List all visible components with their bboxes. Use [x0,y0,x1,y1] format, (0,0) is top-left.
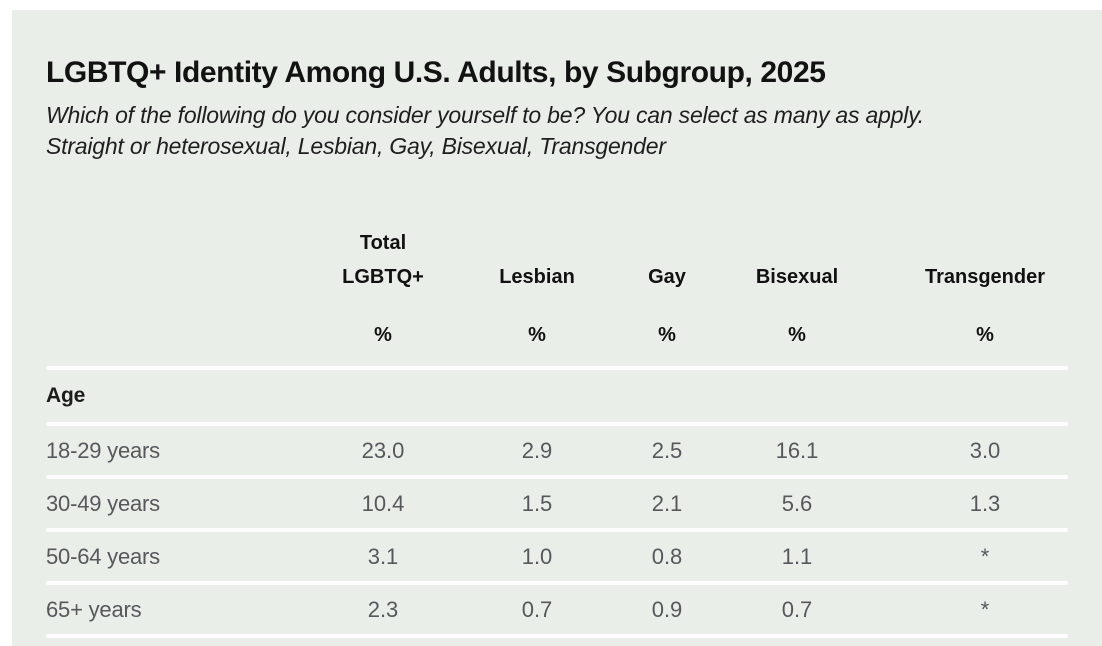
column-header-total-lgbtq: Total LGBTQ+ [342,232,424,288]
cell-value: 2.9 [521,437,553,463]
row-label: 18-29 years [46,437,160,463]
cell-value: 0.9 [651,596,683,622]
percent-symbol: % [658,324,676,346]
table-row: 50-64 years 3.1 1.0 0.8 1.1 * [46,532,1068,581]
header-separator [46,366,1068,370]
column-header-lesbian: Lesbian [499,266,575,288]
cell-value: * [980,596,990,622]
card-content: LGBTQ+ Identity Among U.S. Adults, by Su… [46,54,1068,638]
cell-value: 10.4 [361,490,405,516]
cell-value: 2.5 [651,437,683,463]
section-label: Age [46,384,86,407]
percent-symbol: % [374,324,392,346]
row-label: 65+ years [46,596,142,622]
unit-row: % % % % % [46,324,1068,350]
row-separator [46,634,1068,638]
row-label: 30-49 years [46,490,160,516]
cell-value: 0.7 [781,596,813,622]
table-column-headers: Total LGBTQ+ Lesbian Gay Bisexual Transg… [46,208,1068,294]
cell-value: 2.3 [367,596,399,622]
cell-value: 0.7 [521,596,553,622]
row-label: 50-64 years [46,543,160,569]
cell-value: 16.1 [775,437,819,463]
section-row-age: Age [46,370,1068,422]
row-separator [46,475,1068,479]
row-separator [46,528,1068,532]
cell-value: 1.3 [969,490,1001,516]
percent-symbol: % [976,324,994,346]
percent-symbol: % [788,324,806,346]
cell-value: 3.1 [367,543,399,569]
cell-value: 1.5 [521,490,553,516]
column-header-transgender: Transgender [924,266,1046,288]
cell-value: 0.8 [651,543,683,569]
cell-value: 5.6 [781,490,813,516]
table-card: LGBTQ+ Identity Among U.S. Adults, by Su… [12,10,1102,646]
column-header-gay: Gay [648,266,686,288]
cell-value: 3.0 [969,437,1001,463]
table-row: 18-29 years 23.0 2.9 2.5 16.1 3.0 [46,426,1068,475]
cell-value: 23.0 [361,437,405,463]
cell-value: 1.1 [781,543,813,569]
percent-symbol: % [528,324,546,346]
table-row: 30-49 years 10.4 1.5 2.1 5.6 1.3 [46,479,1068,528]
cell-value: 2.1 [651,490,683,516]
survey-question-subtitle: Which of the following do you consider y… [46,102,924,159]
cell-value: 1.0 [521,543,553,569]
row-separator [46,422,1068,426]
page-title: LGBTQ+ Identity Among U.S. Adults, by Su… [46,56,826,89]
cell-value: * [980,543,990,569]
table-row: 65+ years 2.3 0.7 0.9 0.7 * [46,585,1068,634]
row-separator [46,581,1068,585]
column-header-bisexual: Bisexual [755,266,839,288]
